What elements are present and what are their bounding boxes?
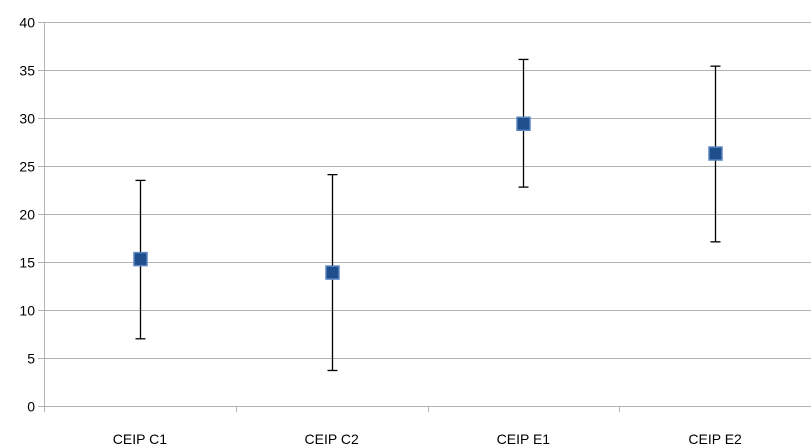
x-tick-label-3: CEIP E1 (497, 431, 551, 447)
data-point-4 (708, 146, 723, 161)
y-tick-label-15: 15 (19, 255, 35, 271)
x-tick-label-4: CEIP E2 (688, 431, 742, 447)
y-tick-label-10: 10 (19, 303, 35, 319)
y-tick-label-25: 25 (19, 159, 35, 175)
y-tick-label-0: 0 (27, 399, 35, 415)
axis-layer (38, 22, 620, 412)
y-tick-label-35: 35 (19, 63, 35, 79)
x-tick-label-2: CEIP C2 (305, 431, 359, 447)
grid-layer (44, 22, 811, 407)
y-tick-label-30: 30 (19, 111, 35, 127)
data-points (133, 116, 723, 280)
y-tick-label-20: 20 (19, 207, 35, 223)
y-tick-label-40: 40 (19, 15, 35, 31)
x-tick-label-1: CEIP C1 (113, 431, 167, 447)
data-point-2 (325, 265, 340, 280)
data-point-1 (133, 251, 148, 267)
y-tick-label-5: 5 (27, 351, 35, 367)
y-tick-labels: 0 5 10 15 20 25 30 35 40 (19, 15, 35, 415)
data-point-3 (516, 116, 531, 132)
x-tick-labels: CEIP C1 CEIP C2 CEIP E1 CEIP E2 (113, 431, 742, 447)
